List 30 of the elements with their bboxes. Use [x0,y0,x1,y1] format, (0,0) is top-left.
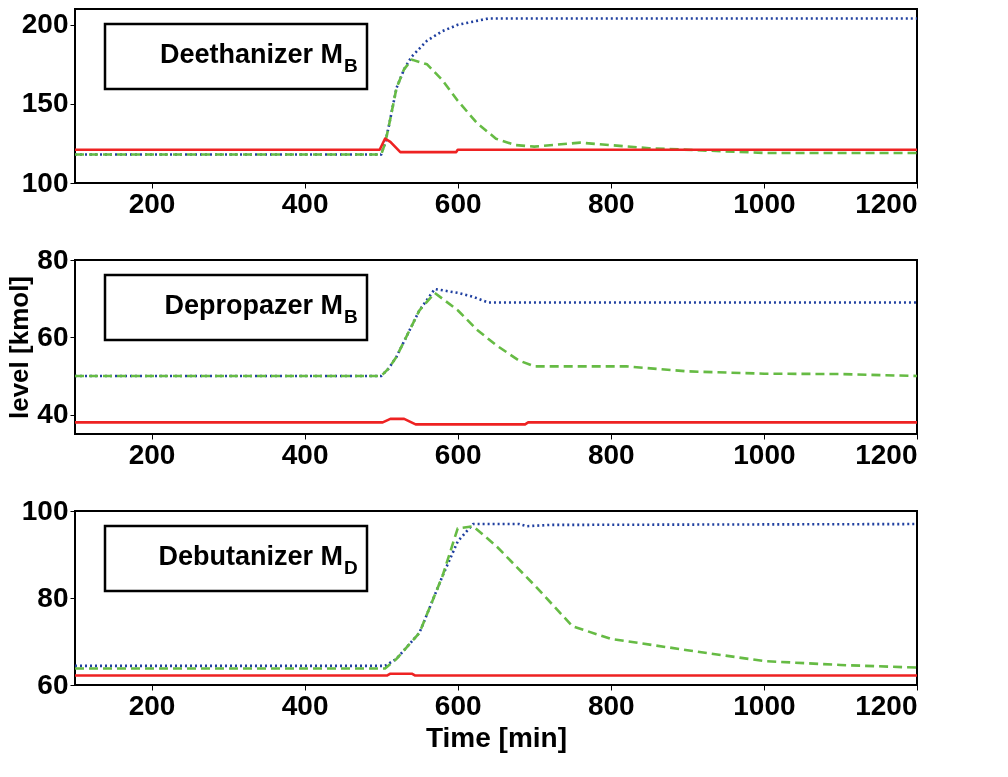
x-tick-label: 200 [128,187,176,219]
y-tick-label: 80 [37,581,69,613]
y-tick-label: 80 [37,243,69,275]
x-tick-label: 1000 [733,187,796,219]
x-tick-label: 800 [587,689,635,721]
x-tick-label: 400 [281,187,329,219]
x-axis-title: Time [min] [425,721,568,753]
x-tick-label: 1200 [855,689,918,721]
y-tick-label: 200 [21,8,69,40]
x-tick-label: 800 [587,187,635,219]
y-tick-label: 100 [21,494,69,526]
x-tick-label: 200 [128,689,176,721]
y-tick-label: 40 [37,398,69,430]
x-tick-label: 800 [587,438,635,470]
x-tick-label: 1200 [855,438,918,470]
x-tick-label: 400 [281,689,329,721]
y-axis-title: level [kmol] [4,275,35,420]
line-series [75,137,917,154]
x-tick-label: 1200 [855,187,918,219]
y-tick-label: 150 [21,87,69,119]
x-tick-label: 600 [434,438,482,470]
x-tick-label: 400 [281,438,329,470]
y-tick-label: 60 [37,668,69,700]
x-tick-label: 1000 [733,689,796,721]
x-tick-label: 600 [434,187,482,219]
y-tick-label: 100 [21,166,69,198]
y-tick-label: 60 [37,320,69,352]
x-tick-label: 200 [128,438,176,470]
x-tick-label: 1000 [733,438,796,470]
x-tick-label: 600 [434,689,482,721]
